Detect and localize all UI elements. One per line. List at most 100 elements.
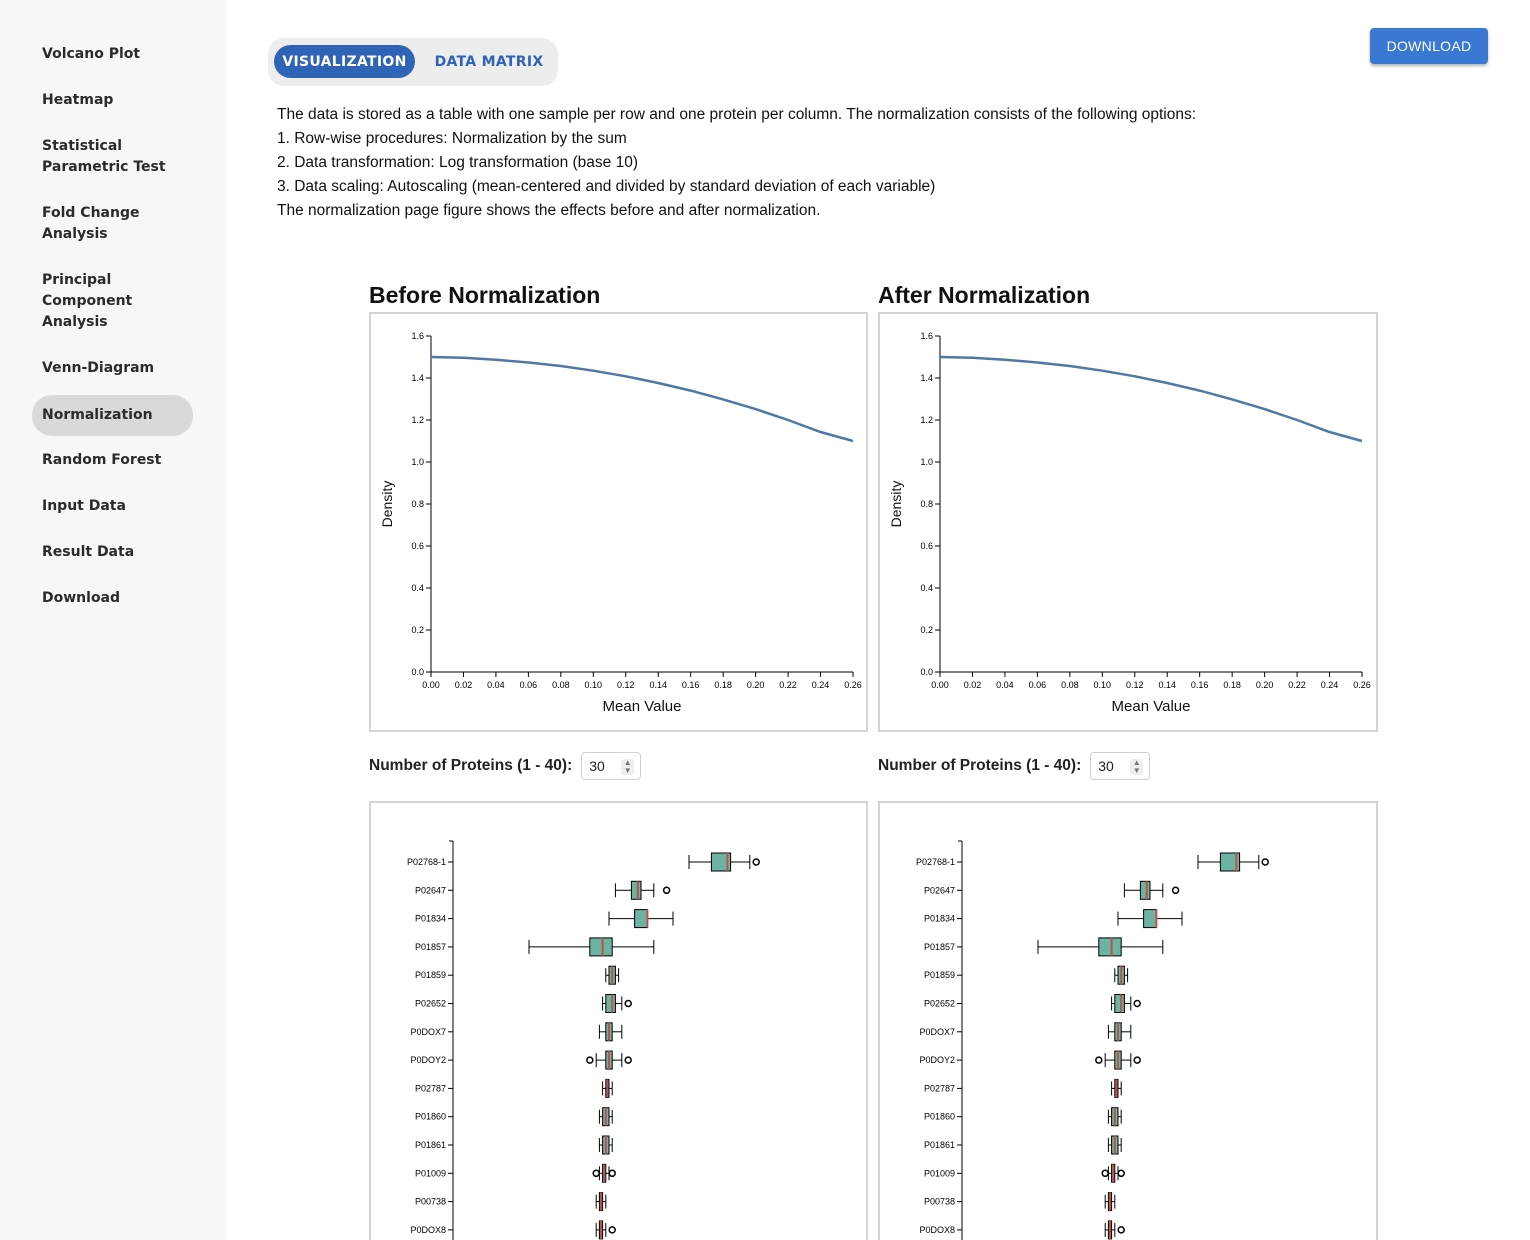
x-tick-label: 0.02	[964, 680, 982, 690]
category-label: P02652	[415, 999, 446, 1009]
outlier-point	[662, 886, 671, 895]
x-axis-label: Mean Value	[1112, 698, 1191, 715]
sidebar-item-statistical-parametric-test[interactable]: Statistical Parametric Test	[42, 138, 166, 175]
category-label: P01834	[415, 914, 446, 924]
tab-visualization[interactable]: VISUALIZATION	[274, 45, 415, 78]
y-tick-label: 0.0	[920, 667, 933, 677]
description-step-1: 1. Row-wise procedures: Normalization by…	[277, 130, 627, 147]
y-tick-label: 1.4	[920, 373, 933, 383]
category-label: P0DOX8	[410, 1225, 446, 1235]
category-label: P01861	[924, 1140, 955, 1150]
density-line	[939, 355, 1363, 443]
density-chart-before-svg: 0.0 0.2 0.4 0.6 0.8 1.0 1.2 1.4 1.6 0.00 0.02 0.04 0…	[379, 331, 862, 715]
outlier-point	[608, 1169, 616, 1178]
sidebar-item-normalization[interactable]: Normalization	[32, 395, 193, 436]
y-tick-label: 1.4	[411, 373, 424, 383]
box	[605, 994, 616, 1013]
x-tick-label: 0.26	[844, 680, 862, 690]
sidebar-item-heatmap[interactable]: Heatmap	[42, 92, 114, 108]
y-tick-label: 1.6	[920, 331, 933, 341]
x-tick-label: 0.20	[1256, 680, 1274, 690]
density-line	[430, 355, 854, 443]
protein-count-stepper[interactable]: 30 ▲ ▼	[581, 752, 642, 780]
outlier-point	[1261, 858, 1269, 866]
download-button[interactable]: DOWNLOAD	[1370, 28, 1488, 64]
x-tick-label: 0.14	[649, 680, 667, 690]
category-label: P01861	[415, 1140, 446, 1150]
category-label: P01834	[924, 914, 955, 924]
category-label: P02652	[924, 999, 955, 1009]
outlier-point	[592, 1169, 600, 1178]
category-label: P02647	[415, 885, 446, 895]
description-step-2: 2. Data transformation: Log transformati…	[277, 154, 638, 171]
outlier-point	[1171, 886, 1180, 895]
y-tick-label: 1.2	[411, 415, 424, 425]
box	[634, 909, 648, 929]
description-intro: The data is stored as a table with one s…	[277, 106, 1197, 123]
category-label: P01857	[924, 942, 955, 952]
y-tick-label: 0.4	[920, 583, 933, 593]
outlier-point	[624, 999, 632, 1008]
x-tick-label: 0.26	[1353, 680, 1371, 690]
outlier-point	[1133, 1056, 1141, 1064]
view-tabs: VISUALIZATION DATA MATRIX	[268, 38, 558, 86]
x-axis-label: Mean Value	[603, 698, 682, 715]
outlier-point	[1101, 1169, 1109, 1178]
sidebar-item-fold-change-analysis[interactable]: Fold Change Analysis	[42, 205, 140, 242]
x-tick-label: 0.22	[1288, 680, 1306, 690]
x-tick-label: 0.12	[1126, 680, 1144, 690]
y-tick-label: 0.8	[411, 499, 424, 509]
category-label: P02768-1	[916, 857, 955, 867]
protein-count-stepper[interactable]: 30 ▲ ▼	[1090, 752, 1151, 780]
stepper-arrows-icon[interactable]: ▲ ▼	[1130, 759, 1144, 775]
protein-count-label: Number of Proteins (1 - 40):	[369, 757, 573, 774]
x-tick-label: 0.08	[552, 680, 570, 690]
boxplot-before-svg: P02768-1 P02647 P01834 P01857 P01859 P02652 P0…	[407, 840, 760, 1240]
category-label: P02647	[924, 885, 955, 895]
tab-data-matrix[interactable]: DATA MATRIX	[434, 53, 544, 70]
density-chart-after-svg: 0.0 0.2 0.4 0.6 0.8 1.0 1.2 1.4 1.6 0.00 0.02 0.04 0…	[888, 331, 1371, 715]
sidebar-item-venn-diagram[interactable]: Venn-Diagram	[42, 360, 155, 376]
y-axis-label: Density	[888, 481, 904, 528]
before-chart-title: Before Normalization	[369, 282, 601, 308]
category-label: P00738	[924, 1197, 955, 1207]
category-label: P02787	[415, 1083, 446, 1093]
category-label: P01857	[415, 942, 446, 952]
box	[1219, 852, 1241, 872]
category-label: P02787	[924, 1083, 955, 1093]
sidebar-item-volcano-plot[interactable]: Volcano Plot	[42, 46, 141, 62]
stepper-arrows-icon[interactable]: ▲ ▼	[621, 759, 635, 775]
sidebar-item-principal-component-analysis[interactable]: Principal Component Analysis	[42, 272, 133, 330]
x-tick-label: 0.12	[617, 680, 635, 690]
category-label: P0DOX7	[410, 1027, 446, 1037]
y-tick-label: 0.4	[411, 583, 424, 593]
outlier-point	[1133, 999, 1141, 1008]
x-tick-label: 0.06	[1029, 680, 1047, 690]
sidebar-item-input-data[interactable]: Input Data	[42, 498, 126, 514]
description: The data is stored as a table with one s…	[277, 103, 1377, 223]
protein-count-control-after: Number of Proteins (1 - 40): 30 ▲ ▼	[878, 752, 1151, 780]
y-tick-label: 0.8	[920, 499, 933, 509]
sidebar-item-result-data[interactable]: Result Data	[42, 544, 135, 560]
y-tick-label: 1.6	[411, 331, 424, 341]
sidebar-item-download[interactable]: Download	[42, 590, 121, 606]
box	[710, 852, 732, 872]
x-tick-label: 0.22	[779, 680, 797, 690]
box	[1098, 937, 1122, 957]
x-tick-label: 0.08	[1061, 680, 1079, 690]
density-chart-before: 0.0 0.2 0.4 0.6 0.8 1.0 1.2 1.4 1.6 0.00 0.02 0.04 0…	[369, 312, 868, 732]
outlier-point	[608, 1226, 616, 1234]
x-tick-label: 0.14	[1158, 680, 1176, 690]
protein-count-control-before: Number of Proteins (1 - 40): 30 ▲ ▼	[369, 752, 642, 780]
outlier-point	[1117, 1169, 1125, 1178]
y-tick-label: 1.2	[920, 415, 933, 425]
x-tick-label: 0.04	[487, 680, 505, 690]
protein-count-label: Number of Proteins (1 - 40):	[878, 757, 1082, 774]
box	[630, 880, 642, 900]
x-tick-label: 0.04	[996, 680, 1014, 690]
y-tick-label: 1.0	[920, 457, 933, 467]
protein-count-value: 30	[589, 758, 605, 774]
boxplot-after-svg: P02768-1 P02647 P01834 P01857 P01859 P02652 P0…	[916, 840, 1269, 1240]
sidebar-item-random-forest[interactable]: Random Forest	[42, 452, 162, 468]
x-tick-label: 0.16	[1191, 680, 1209, 690]
